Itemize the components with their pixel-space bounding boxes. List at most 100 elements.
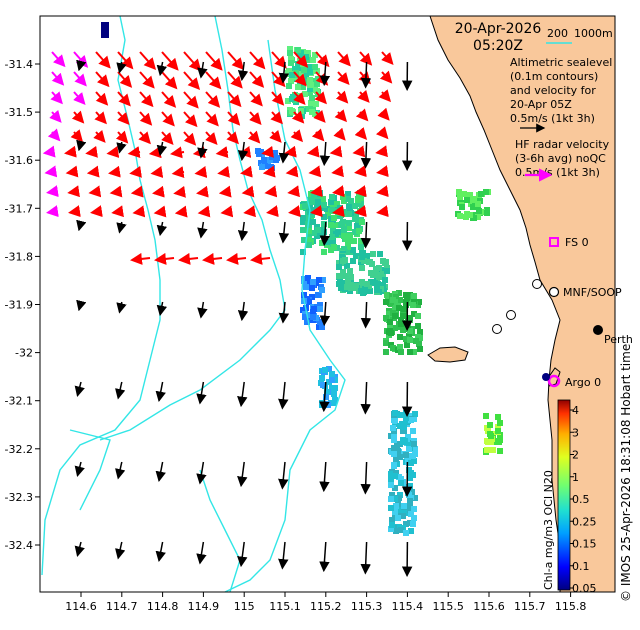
altimetry-vector [319,541,330,573]
hf-vector [70,129,84,143]
altimetry-vector [196,381,207,405]
hf-vector [93,129,106,143]
hf-vector [178,252,199,265]
altimetry-vector [74,461,85,478]
hf-vector [261,145,274,158]
svg-text:0.5m/s (1kt 3h): 0.5m/s (1kt 3h) [510,112,595,125]
hf-vector [249,51,266,70]
hf-vector [127,146,141,159]
y-tick-label: -32.1 [5,395,33,408]
hf-vector [46,205,59,218]
altimetry-vector [116,301,127,314]
x-tick-label: 115.2 [310,600,342,613]
altimetry-vector [197,301,208,319]
hf-vector [238,146,252,158]
hf-vector [354,165,367,178]
hf-vector [262,165,276,178]
hf-vector [205,131,218,146]
hf-vector [49,109,62,123]
y-tick-label: -32.3 [5,491,33,504]
hf-legend: HF radar velocity (3-6h avg) noQC 0.5m/s… [515,138,610,182]
title-block: 20-Apr-2026 05:20Z 200 1000m [455,21,613,54]
hf-vector [215,146,229,159]
altimetry-vector [74,381,85,398]
altimetry-vector [319,381,330,413]
hf-vector [73,71,87,87]
hf-vector [355,108,369,122]
hf-vector [153,205,167,218]
hf-vector [95,91,109,106]
hf-vector [220,205,234,218]
altimetry-vector [196,541,207,565]
altimetry-vector [197,61,208,79]
altimetry-vector [278,301,290,324]
svg-text:(3-6h avg) noQC: (3-6h avg) noQC [515,152,606,165]
hf-vector [138,131,151,145]
altimetry-vector [278,461,289,490]
colorbar-gradient [557,399,571,591]
altimetry-vector [278,141,290,164]
hf-vector [375,145,388,158]
svg-text:and velocity for: and velocity for [510,84,596,97]
y-tick-label: -32 [15,347,33,360]
hf-vector [335,90,349,104]
hf-vector [359,51,373,66]
hf-vector [130,252,151,265]
hf-vector [333,127,346,141]
hf-vector [117,51,134,70]
hf-vector [226,252,247,265]
hf-vector [173,185,186,198]
rottnest-island [427,346,469,363]
altimetry-vector [237,141,249,162]
colorbar-tick: 0.15 [572,538,597,551]
station-mnf-label: MNF/SOOP [563,286,622,299]
x-tick-label: 115.4 [392,600,424,613]
hf-vector [334,109,348,123]
altimetry-vectors [74,59,413,578]
hf-vector [332,205,345,218]
hf-vector [42,145,56,158]
hf-vector [357,89,370,103]
hf-vector [139,71,155,89]
svg-text:HF radar velocity: HF radar velocity [515,138,610,151]
hf-vector [170,146,185,159]
hf-vector [271,91,285,106]
hf-vector [332,185,345,198]
perth-label: Perth [604,333,633,346]
hf-vector [308,165,322,178]
y-tick-label: -32.2 [5,443,33,456]
hf-vector [306,145,320,158]
hf-vector [194,166,208,178]
colorbar-tick: 1 [572,471,579,484]
station-fs-label: FS 0 [565,236,589,249]
hf-vector [243,205,256,218]
altimetry-vector [197,221,208,239]
hf-vector [150,166,164,178]
svg-text:0.5m/s (1kt 3h): 0.5m/s (1kt 3h) [515,166,600,179]
hf-vector [314,91,327,105]
altimetry-vector [237,61,249,82]
hf-vector [65,165,79,178]
hf-vector [64,145,77,158]
altimetry-vector [237,541,248,568]
altimetry-vector [156,301,168,317]
altimetry-vector [319,301,331,327]
y-tick-label: -31.4 [5,58,33,71]
hf-vector [90,205,103,218]
hf-vector [129,165,142,178]
hf-vector [85,145,98,158]
altimetry-vector [74,541,85,558]
hf-vector [227,51,245,71]
hf-vector [117,71,133,88]
colorbar-tick: 0.1 [572,560,590,573]
hf-vector [51,71,65,86]
altimetry-vector [360,381,371,415]
colorbar-tick: 3 [572,426,579,439]
altimetry-vector [76,59,87,72]
hf-vector [161,51,179,71]
altimetry-vector [156,141,168,157]
hf-vector [73,91,86,106]
argo-label: Argo 0 [565,376,601,389]
altimetry-vector [360,541,371,575]
